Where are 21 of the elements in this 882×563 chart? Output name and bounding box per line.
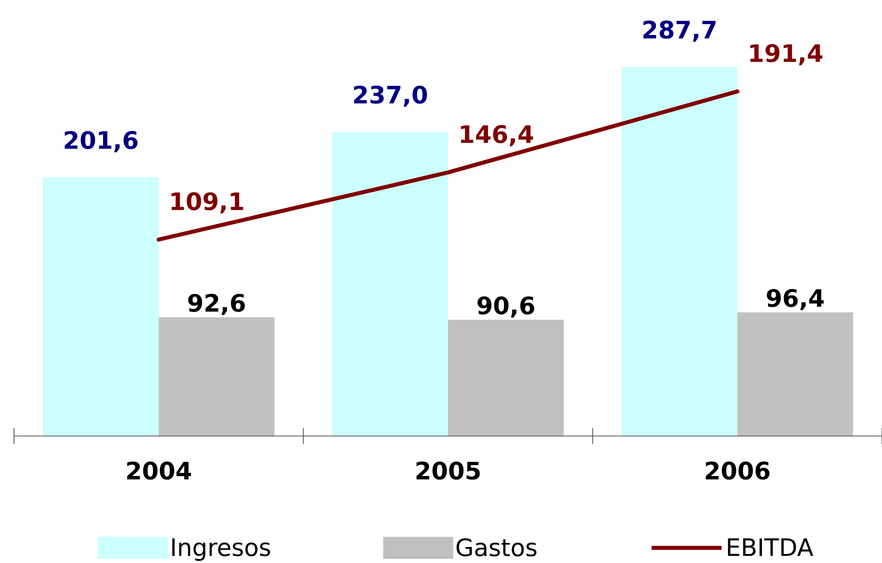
legend-label: EBITDA — [728, 538, 814, 556]
legend-label: Gastos — [456, 538, 536, 556]
x-tick-label: 2004 — [127, 462, 191, 480]
data-label: 90,6 — [478, 296, 534, 318]
bar — [158, 317, 274, 436]
data-label: 92,6 — [188, 294, 245, 316]
bar — [448, 320, 564, 436]
data-label: 201,6 — [64, 130, 138, 152]
bar — [332, 132, 448, 436]
x-tick-label: 2006 — [706, 462, 770, 480]
bar — [622, 66, 738, 436]
data-label: 109,1 — [172, 192, 244, 214]
bar — [42, 177, 159, 436]
data-label: 191,4 — [750, 44, 822, 66]
data-label: 146,4 — [460, 125, 534, 146]
data-label: 287,7 — [643, 20, 716, 42]
data-label: 237,0 — [354, 86, 427, 107]
legend-label: Ingresos — [172, 538, 270, 561]
data-label: 96,4 — [766, 288, 824, 310]
bar — [737, 312, 854, 436]
x-tick-label: 2005 — [416, 462, 480, 480]
